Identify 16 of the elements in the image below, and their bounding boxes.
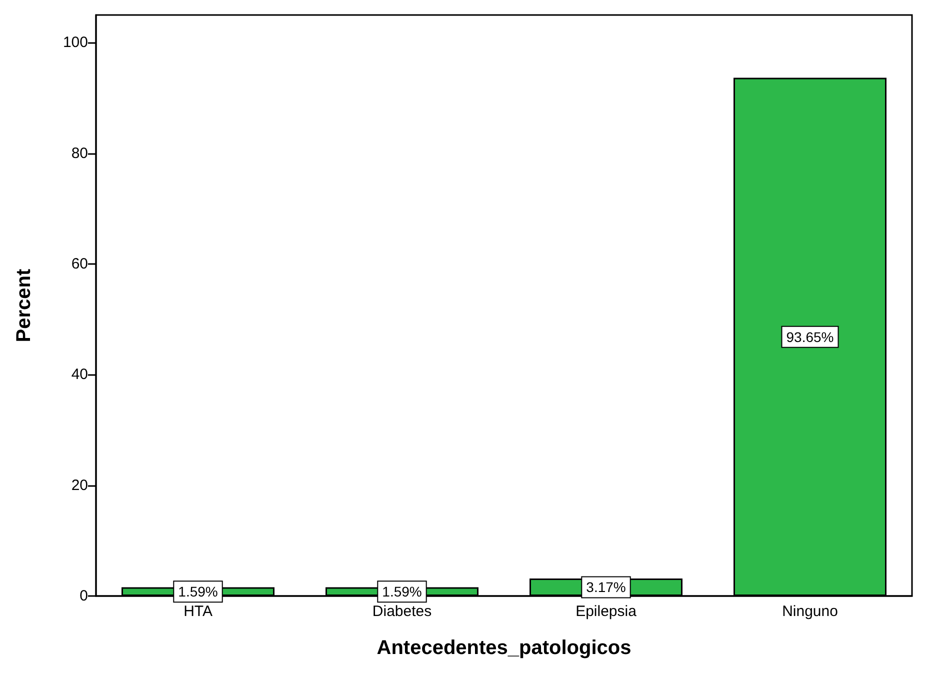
x-tick-label: Diabetes (372, 603, 432, 620)
data-label: 1.59% (178, 584, 218, 600)
y-tick-label: 20 (71, 476, 88, 494)
y-tick-label: 60 (71, 256, 88, 272)
y-axis-title: Percent (13, 268, 35, 342)
y-tick-label: 40 (71, 366, 88, 384)
x-axis-title: Antecedentes_patologicos (376, 637, 632, 659)
y-tick-label: 80 (71, 144, 88, 162)
data-label: 93.65% (786, 328, 834, 345)
x-tick-label: Epilepsia (576, 603, 638, 620)
x-tick-label: HTA (184, 603, 212, 620)
x-tick-label: Ninguno (782, 603, 838, 620)
data-label: 3.17% (586, 579, 626, 596)
data-label: 1.59% (382, 584, 422, 600)
y-tick-label: 100 (62, 34, 88, 52)
y-tick-label: 0 (80, 588, 88, 604)
